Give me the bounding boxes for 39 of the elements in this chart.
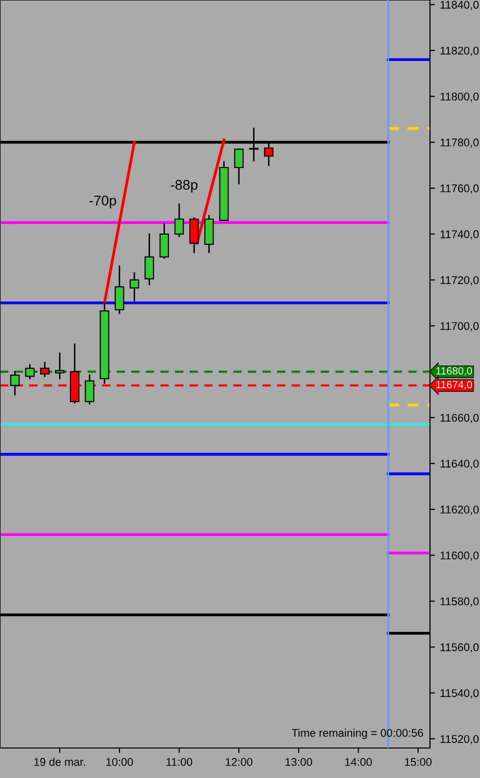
candlestick	[160, 223, 169, 259]
y-tick-label: 11720,0	[440, 276, 479, 286]
x-tick-label: 12:00	[226, 758, 252, 766]
candlestick	[25, 364, 35, 380]
y-tick-label: 11640,0	[440, 460, 479, 469]
candlestick	[10, 371, 20, 396]
y-tick-label: 11580,0	[440, 597, 479, 607]
candlestick	[130, 272, 140, 302]
x-tick-label: 19 de mar.	[34, 758, 85, 766]
x-tick-label: 10:00	[106, 758, 133, 766]
candlestick	[234, 148, 244, 184]
y-tick-label: 11840,0	[440, 0, 479, 10]
ref-line-label: 11674,0	[436, 380, 472, 390]
annotation: Time remaining = 00:00:56	[292, 728, 424, 740]
x-tick-label: 15:00	[405, 758, 432, 766]
y-tick-label: 11520,0	[440, 735, 479, 744]
y-tick-label: 11700,0	[440, 322, 479, 332]
y-tick-label: 11800,0	[440, 92, 479, 102]
annotation: -88p	[170, 180, 198, 193]
candlestick	[114, 265, 124, 314]
candlestick	[84, 374, 94, 405]
ref-line-label: 11680,0	[436, 367, 472, 376]
y-tick-label: 11600,0	[440, 552, 479, 561]
annotation: -70p	[89, 196, 116, 208]
candlestick	[54, 352, 64, 380]
x-tick-label: 11:00	[166, 758, 192, 766]
candlestick	[174, 204, 184, 238]
y-tick-label: 11620,0	[440, 506, 479, 515]
y-tick-label: 11540,0	[440, 689, 479, 698]
y-tick-label: 11560,0	[440, 643, 479, 652]
y-tick-label: 11820,0	[440, 46, 479, 56]
x-tick-label: 13:00	[286, 758, 312, 766]
y-tick-label: 11740,0	[440, 230, 479, 240]
y-tick-label: 11660,0	[440, 414, 479, 424]
candlestick	[144, 233, 154, 286]
candlestick	[40, 362, 50, 377]
y-tick-label: 11760,0	[440, 184, 479, 194]
x-tick-label: 14:00	[345, 758, 372, 766]
y-tick-label: 11780,0	[440, 138, 479, 148]
